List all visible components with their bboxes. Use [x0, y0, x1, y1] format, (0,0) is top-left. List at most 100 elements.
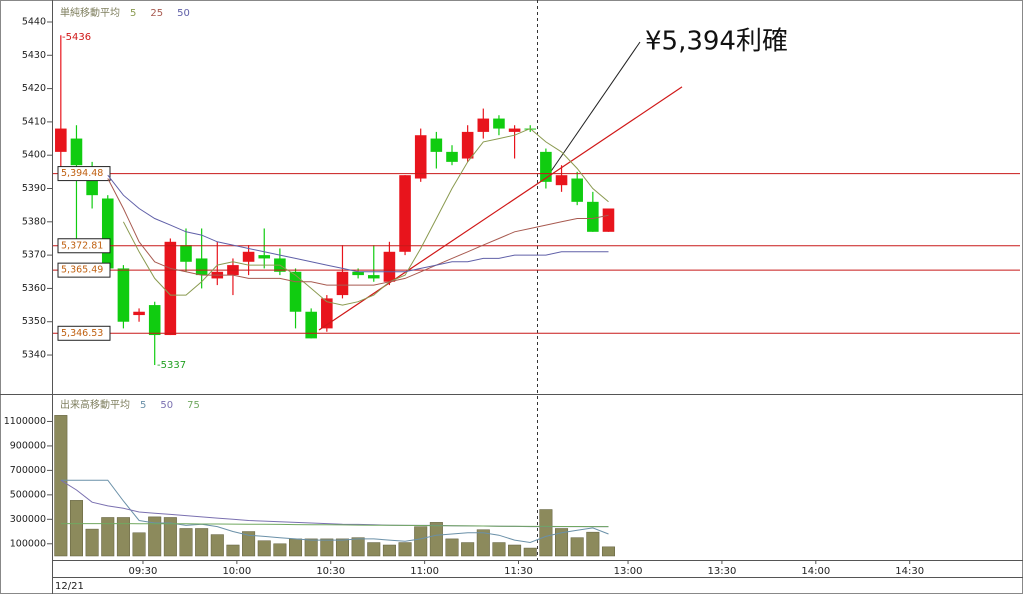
legend-title: 単純移動平均: [60, 6, 120, 19]
level-label: 5,394.48: [61, 168, 103, 179]
candle-body: [414, 135, 427, 179]
x-tick-label: 09:30: [129, 566, 158, 577]
candle-body: [461, 131, 474, 159]
date-label: 12/21: [55, 581, 84, 592]
volume-bar: [351, 537, 365, 557]
candle-body: [195, 258, 208, 276]
candle-body: [571, 178, 583, 202]
volume-bar: [445, 538, 459, 557]
level-label-box: [57, 262, 111, 278]
candle-body: [383, 251, 396, 282]
candle-body: [477, 118, 490, 132]
x-tick-label: 14:00: [801, 566, 830, 577]
candle-body: [55, 128, 67, 152]
x-tick-label: 10:30: [316, 566, 345, 577]
ma-line: [107, 178, 609, 286]
candle-body: [86, 171, 98, 196]
candle-body: [305, 311, 317, 339]
y-tick-label: 5350: [22, 316, 46, 327]
volume-bar: [570, 537, 584, 557]
volume-bar: [335, 538, 349, 557]
annotation-pointer: [544, 41, 641, 181]
volume-bar: [414, 526, 428, 557]
ma-line: [60, 523, 609, 528]
candle-body: [133, 311, 145, 316]
legend-entry: 50: [177, 8, 190, 19]
candle-body: [493, 118, 505, 129]
volume-bar: [54, 415, 68, 557]
candle-body: [289, 271, 302, 312]
candle-body: [117, 268, 130, 322]
volume-bar: [304, 538, 318, 557]
volume-bar: [273, 543, 287, 557]
level-label-box: [57, 238, 111, 254]
y-tick-label: 5440: [22, 16, 46, 27]
y-tick-label: 100000: [10, 538, 46, 549]
level-label: 5,346.53: [61, 328, 103, 339]
volume-bar: [85, 528, 99, 557]
candle-body: [508, 128, 521, 132]
volume-bar: [461, 542, 475, 557]
candle-body: [321, 298, 333, 329]
candle-body: [352, 271, 364, 276]
ma-line: [107, 174, 609, 273]
candle-body: [587, 201, 599, 232]
low-annotation: -5337: [157, 360, 186, 371]
x-tick-label: 13:30: [708, 566, 737, 577]
volume-bar: [69, 500, 83, 557]
volume-bar: [555, 528, 569, 557]
volume-bar: [101, 517, 115, 557]
volume-bar: [163, 517, 177, 557]
y-tick-label: 5370: [22, 250, 46, 261]
legend-entry: 5: [140, 400, 146, 411]
candle-body: [446, 151, 458, 162]
profit-annotation: ¥5,394利確: [645, 27, 788, 57]
volume-bar: [429, 522, 443, 557]
y-tick-label: 300000: [10, 514, 46, 525]
volume-bar: [195, 528, 209, 557]
level-label-box: [57, 325, 111, 341]
marks: 5340 5350 5360 5370 5380 5390 5400 5410 5420 5430…: [4, 6, 1020, 577]
volume-bar: [476, 529, 490, 557]
volume-bar: [148, 516, 162, 557]
x-tick-label: 14:30: [895, 566, 924, 577]
legend-entry: 75: [187, 400, 200, 411]
volume-bar: [539, 509, 553, 557]
level-label-box: [57, 166, 111, 182]
x-tick-label: 11:30: [504, 566, 533, 577]
volume-bar: [242, 531, 256, 557]
candle-body: [242, 251, 255, 262]
volume-bar: [179, 528, 193, 557]
volume-bar: [132, 532, 146, 557]
candle-body: [148, 305, 161, 336]
y-tick-label: 5390: [22, 183, 46, 194]
volume-bar: [257, 540, 271, 557]
ma-line: [60, 479, 609, 544]
level-label: 5,365.49: [61, 265, 103, 276]
y-tick-label: 5360: [22, 283, 46, 294]
legend-entry: 50: [160, 400, 173, 411]
y-tick-label: 5430: [22, 50, 46, 61]
candle-body: [101, 198, 114, 269]
candle-body: [555, 175, 568, 186]
candle-body: [430, 138, 443, 152]
volume-bar: [508, 544, 522, 557]
volume-bar: [382, 544, 396, 557]
y-tick-label: 5340: [22, 350, 46, 361]
candle-body: [336, 271, 349, 296]
volume-bar: [492, 542, 506, 557]
y-tick-label: 5380: [22, 216, 46, 227]
volume-bar: [601, 546, 615, 557]
volume-bar: [523, 547, 537, 557]
x-tick-label: 11:00: [410, 566, 439, 577]
legend-entry: 5: [130, 8, 136, 19]
volume-bar: [586, 531, 600, 557]
trendline: [318, 86, 683, 331]
volume-bar: [289, 538, 303, 557]
volume-bar: [398, 542, 412, 557]
candle-body: [164, 241, 177, 336]
y-tick-label: 700000: [10, 465, 46, 476]
level-label: 5,372.81: [61, 240, 103, 251]
